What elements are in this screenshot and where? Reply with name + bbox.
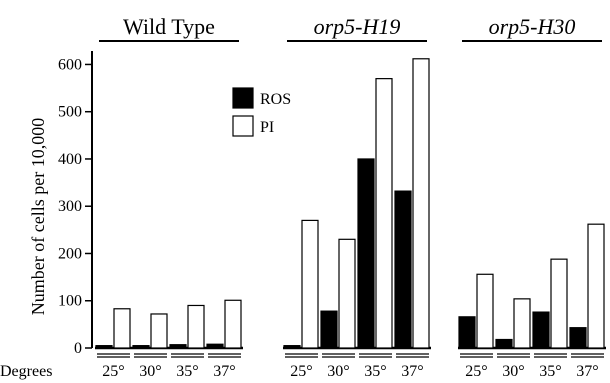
y-tick-label: 100 [58,293,82,310]
x-tick-label: 35° [539,363,561,380]
bar-pi [150,313,168,349]
bar-pi [587,223,605,349]
bars [95,58,605,349]
bar-pi [113,308,131,349]
x-tick-label: 37° [401,363,423,380]
group-title: orp5-H30 [489,14,576,39]
x-tick-label: 25° [290,363,312,380]
bar-ros [357,158,375,349]
y-tick-label: 600 [58,56,82,73]
bar-ros [458,316,476,349]
bar-ros [394,190,412,349]
bar-ros [569,327,587,349]
legend-swatch-pi [232,115,254,137]
x-tick-label: 35° [176,363,198,380]
bar-ros [495,338,513,349]
bar-ros [95,345,113,349]
bar-pi [513,298,531,349]
bar-pi [476,273,494,349]
group-title: orp5-H19 [314,14,401,39]
x-tick-label: 25° [102,363,124,380]
x-tick-label: 37° [213,363,235,380]
x-tick-label: 25° [465,363,487,380]
y-tick-label: 400 [58,151,82,168]
labels: 0 100 200 300 400 500 600 Number of cells per 1… [0,14,599,380]
bar-pi [412,58,430,349]
x-axis-title: Degrees [0,363,52,380]
bar-ros [283,345,301,349]
bar-ros [169,344,187,349]
y-axis-title: Number of cells per 10,000 [28,118,48,315]
legend: ROS PI [232,87,291,137]
legend-label-ros: ROS [260,91,291,108]
bar-ros [532,311,550,349]
bar-pi [550,258,568,349]
legend-swatch-ros [232,87,254,109]
bar-pi [375,78,393,349]
bar-pi [338,238,356,349]
bar-pi [301,219,319,349]
bar-pi [224,299,242,349]
bar-ros [132,345,150,349]
y-tick-label: 0 [74,340,82,357]
x-tick-label: 30° [139,363,161,380]
group-title: Wild Type [123,14,215,39]
bar-ros [206,343,224,349]
x-tick-label: 37° [576,363,598,380]
y-tick-label: 200 [58,245,82,262]
x-tick-label: 35° [364,363,386,380]
x-tick-label: 30° [502,363,524,380]
bar-ros [320,310,338,349]
x-tick-label: 30° [327,363,349,380]
y-tick-label: 300 [58,198,82,215]
legend-label-pi: PI [260,119,274,136]
y-tick-label: 500 [58,104,82,121]
bar-pi [187,304,205,349]
